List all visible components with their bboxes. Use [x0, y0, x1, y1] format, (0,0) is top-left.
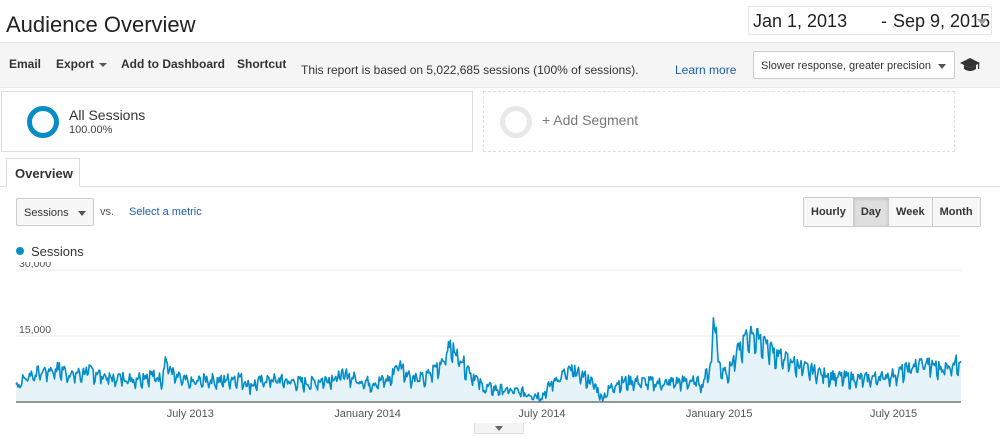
segment-all-sessions[interactable]: All Sessions 100.00% [1, 91, 473, 152]
segment-percent: 100.00% [69, 124, 113, 136]
x-tick-label: January 2015 [686, 408, 753, 420]
granularity-toggle: Hourly Day Week Month [803, 197, 981, 227]
tab-overview[interactable]: Overview [6, 158, 80, 187]
y-tick-label: 15,000 [19, 324, 51, 336]
sampling-select-value: Slower response, greater precision [761, 60, 931, 72]
legend-label: Sessions [31, 244, 84, 259]
shortcut-button[interactable]: Shortcut [237, 57, 287, 71]
x-tick-label: July 2013 [167, 408, 214, 420]
page-title: Audience Overview [6, 12, 196, 37]
chevron-down-icon [495, 426, 503, 431]
chevron-down-icon [99, 62, 108, 67]
add-segment-button[interactable]: + Add Segment [483, 91, 955, 152]
email-button[interactable]: Email [9, 57, 42, 71]
sessions-series-line [15, 317, 962, 402]
y-tick-label: 30,000 [19, 262, 51, 270]
granularity-month-button[interactable]: Month [939, 206, 973, 218]
date-range-separator: - [881, 11, 887, 31]
segment-name: All Sessions [69, 107, 146, 123]
export-button[interactable]: Export [56, 57, 108, 71]
chevron-down-icon [78, 211, 86, 216]
select-metric-link[interactable]: Select a metric [129, 206, 202, 218]
granularity-day-button[interactable]: Day [853, 198, 890, 226]
sessions-chart-svg: 30,000 15,000 July 2013 January 2014 July 20… [15, 262, 962, 420]
sampling-note: This report is based on 5,022,685 sessio… [301, 63, 639, 77]
date-range-end: Sep 9, 2015 [893, 11, 991, 31]
learn-more-link[interactable]: Learn more [675, 63, 737, 77]
granularity-week-button[interactable]: Week [889, 198, 933, 226]
x-tick-label: July 2014 [518, 408, 565, 420]
chevron-down-icon[interactable] [977, 19, 987, 25]
vs-label: vs. [100, 206, 115, 218]
segment-ring-icon [500, 106, 532, 138]
date-range-picker[interactable]: Jan 1, 2013 - Sep 9, 2015 [748, 6, 992, 35]
chart-legend: Sessions [16, 244, 84, 259]
add-to-dashboard-button[interactable]: Add to Dashboard [121, 57, 225, 71]
add-segment-label: + Add Segment [542, 112, 639, 128]
chart-expand-toggle[interactable] [474, 423, 524, 434]
sessions-chart[interactable]: 30,000 15,000 July 2013 January 2014 July 20… [0, 262, 1000, 430]
date-range-start: Jan 1, 2013 [753, 11, 848, 31]
sampling-select[interactable]: Slower response, greater precision [753, 51, 955, 79]
granularity-hourly-button[interactable]: Hourly [804, 198, 854, 226]
chevron-down-icon [938, 64, 946, 69]
x-tick-label: January 2014 [334, 408, 401, 420]
sessions-area [16, 317, 961, 402]
segment-ring-icon [27, 106, 59, 138]
report-toolbar: Email Export Add to Dashboard Shortcut T… [0, 42, 1000, 88]
tab-divider [0, 186, 1000, 187]
legend-dot-icon [16, 247, 24, 255]
x-tick-label: July 2015 [870, 408, 917, 420]
metric-select[interactable]: Sessions [16, 198, 94, 226]
metric-select-value: Sessions [24, 207, 69, 219]
graduation-cap-icon[interactable] [960, 57, 980, 73]
export-label: Export [56, 57, 95, 71]
